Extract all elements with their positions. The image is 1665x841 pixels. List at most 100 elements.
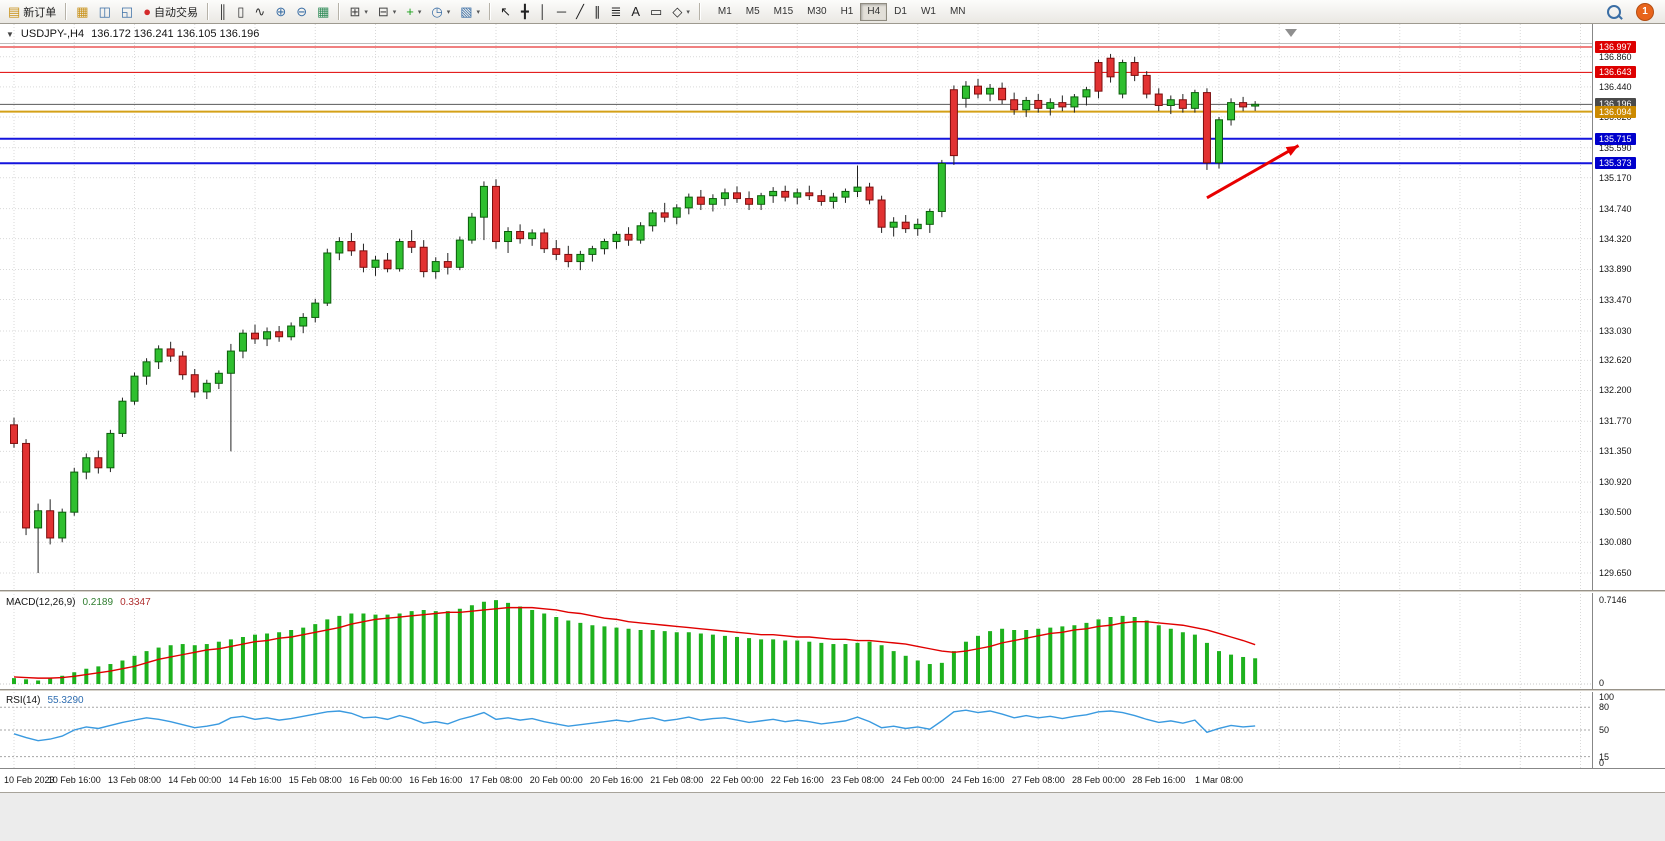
cursor-icon: ↖: [500, 4, 511, 19]
search-icon: [1607, 4, 1621, 19]
rsi-value: 55.3290: [47, 695, 84, 706]
periods-button[interactable]: ◷ ▾: [426, 0, 455, 24]
dropdown-arrow-icon: ▾: [417, 8, 422, 16]
pane-divider[interactable]: [0, 689, 1665, 692]
time-scale[interactable]: 10 Feb 2023 10 Feb 16:00 13 Feb 08:00 14 Fe…: [0, 768, 1665, 792]
timeframe-h4[interactable]: H4: [860, 2, 888, 21]
price-scale-label: 130.080: [1599, 537, 1632, 548]
dropdown-arrow-icon: ▾: [476, 8, 481, 16]
time-axis-label: 13 Feb 08:00: [107, 775, 162, 785]
text-icon: A: [631, 4, 641, 19]
time-axis-label: 22 Feb 00:00: [710, 775, 764, 785]
tile-windows-icon: ▦: [317, 4, 330, 19]
timeframe-m5[interactable]: M5: [745, 5, 760, 17]
market-watch-button[interactable]: ◫: [94, 0, 116, 24]
text-label-button[interactable]: ▭: [645, 0, 667, 24]
timeframe-toolbar: M1 M5 M15 M30 H1 H4 D1 W1 MN: [711, 2, 973, 21]
price-level-badge: 136.997: [1595, 40, 1636, 53]
horizontal-line-button[interactable]: ─: [552, 0, 571, 24]
macd-signal-line: [13, 606, 1256, 679]
main-chart-canvas[interactable]: [0, 24, 1665, 592]
timeframe-mn[interactable]: MN: [949, 5, 966, 17]
macd-label: MACD(12,26,9): [6, 597, 76, 608]
grid-layer: [13, 692, 1581, 768]
zoom-out-button[interactable]: ⊖: [291, 0, 312, 24]
price-scale[interactable]: 136.860136.440136.020135.590135.170134.7…: [1592, 24, 1665, 768]
price-scale-label: 135.590: [1599, 142, 1632, 153]
indicators-window-button[interactable]: ⊞ ▾: [344, 0, 372, 24]
toolbar-separator: [338, 3, 341, 20]
macd-indicator-canvas[interactable]: [0, 594, 1665, 690]
price-scale-label: 136.440: [1599, 81, 1632, 92]
macd-main-value: 0.2189: [82, 597, 114, 608]
chart-shift-marker-icon[interactable]: [1285, 29, 1297, 37]
timeframe-m1[interactable]: M1: [717, 5, 732, 17]
objects-window-button[interactable]: ⊟ ▾: [373, 0, 401, 24]
new-order-button-label: 新订单: [23, 6, 57, 19]
tile-windows-button[interactable]: ▦: [312, 0, 334, 24]
trend-arrow-annotation[interactable]: [1206, 141, 1301, 200]
price-chart-button[interactable]: ▦: [71, 0, 93, 24]
pane-divider[interactable]: [0, 590, 1665, 593]
price-scale-label: 134.740: [1599, 203, 1632, 214]
alert-badge[interactable]: 1: [1636, 2, 1654, 21]
macd-scale-label: 0.7146: [1599, 595, 1627, 606]
templates-button[interactable]: ▧ ▾: [455, 0, 485, 24]
text-tool-button[interactable]: A: [626, 0, 645, 24]
rsi-scale-label: 100: [1599, 692, 1615, 702]
horizontal-line-icon: ─: [556, 4, 567, 19]
indicator-window-icon: ⊞: [349, 4, 361, 19]
cursor-tool-button[interactable]: ↖: [495, 0, 516, 24]
rsi-scale-label: 80: [1599, 702, 1610, 713]
zoom-out-icon: ⊖: [296, 4, 308, 19]
ohlc-bars-mode-button[interactable]: ║: [213, 0, 232, 24]
vertical-line-button[interactable]: │: [534, 0, 552, 24]
autotrading-status-icon: ●: [143, 4, 152, 19]
zoom-in-icon: ⊕: [275, 4, 287, 19]
vertical-line-icon: │: [538, 4, 547, 19]
time-axis-label: 24 Feb 16:00: [951, 775, 1005, 785]
period-clock-icon: ◷: [431, 4, 443, 19]
price-scale-label: 136.860: [1599, 51, 1632, 62]
add-indicator-button[interactable]: + ▾: [401, 0, 426, 24]
arrows-button[interactable]: ◇ ▾: [667, 0, 695, 24]
trendline-button[interactable]: ╱: [571, 0, 589, 24]
time-axis-label: 21 Feb 08:00: [650, 775, 704, 785]
price-scale-label: 130.920: [1599, 477, 1632, 488]
new-order-button[interactable]: ▤ 新订单: [3, 0, 61, 24]
search-button[interactable]: [1602, 0, 1626, 24]
price-scale-label: 133.470: [1599, 294, 1632, 305]
rsi-indicator-canvas[interactable]: [0, 692, 1665, 768]
shapes-icon: ◇: [672, 4, 683, 19]
time-axis-label: 10 Feb 2023: [4, 775, 55, 785]
line-chart-mode-button[interactable]: ∿: [249, 0, 270, 24]
toolbar-separator: [698, 3, 701, 20]
one-click-collapse-icon[interactable]: ▼: [6, 29, 14, 39]
template-icon: ▧: [460, 4, 473, 19]
terminal-icon: ◱: [120, 4, 134, 19]
timeframe-d1[interactable]: D1: [894, 5, 907, 17]
rsi-scale-label: 50: [1599, 725, 1610, 735]
price-chart-icon: ▦: [76, 4, 89, 19]
macd-signal-value: 0.3347: [120, 597, 151, 608]
fibonacci-button[interactable]: ≣: [605, 0, 626, 24]
dropdown-arrow-icon: ▾: [686, 8, 690, 16]
zoom-in-button[interactable]: ⊕: [270, 0, 291, 24]
dropdown-arrow-icon: ▾: [446, 8, 451, 16]
timeframe-h1[interactable]: H1: [840, 5, 854, 17]
rsi-line: [13, 709, 1256, 742]
chart-window[interactable]: ▼ USDJPY-,H4 136.172 136.241 136.105 136…: [0, 24, 1665, 841]
terminal-button[interactable]: ◱: [116, 0, 138, 24]
timeframe-w1[interactable]: W1: [920, 5, 936, 17]
price-level-badge: 135.715: [1595, 132, 1636, 145]
autotrading-button[interactable]: ● 自动交易: [138, 0, 203, 24]
rsi-scale-label: 15: [1599, 751, 1610, 762]
time-axis-label: 17 Feb 08:00: [469, 775, 523, 785]
timeframe-m15[interactable]: M15: [773, 5, 794, 17]
macd-scale-label: 0: [1599, 678, 1605, 688]
timeframe-m30[interactable]: M30: [807, 5, 827, 17]
channel-button[interactable]: ∥: [589, 0, 606, 24]
time-axis-label: 16 Feb 00:00: [348, 775, 403, 785]
candlestick-mode-button[interactable]: ▯: [232, 0, 249, 24]
crosshair-tool-button[interactable]: ╋: [516, 0, 534, 24]
